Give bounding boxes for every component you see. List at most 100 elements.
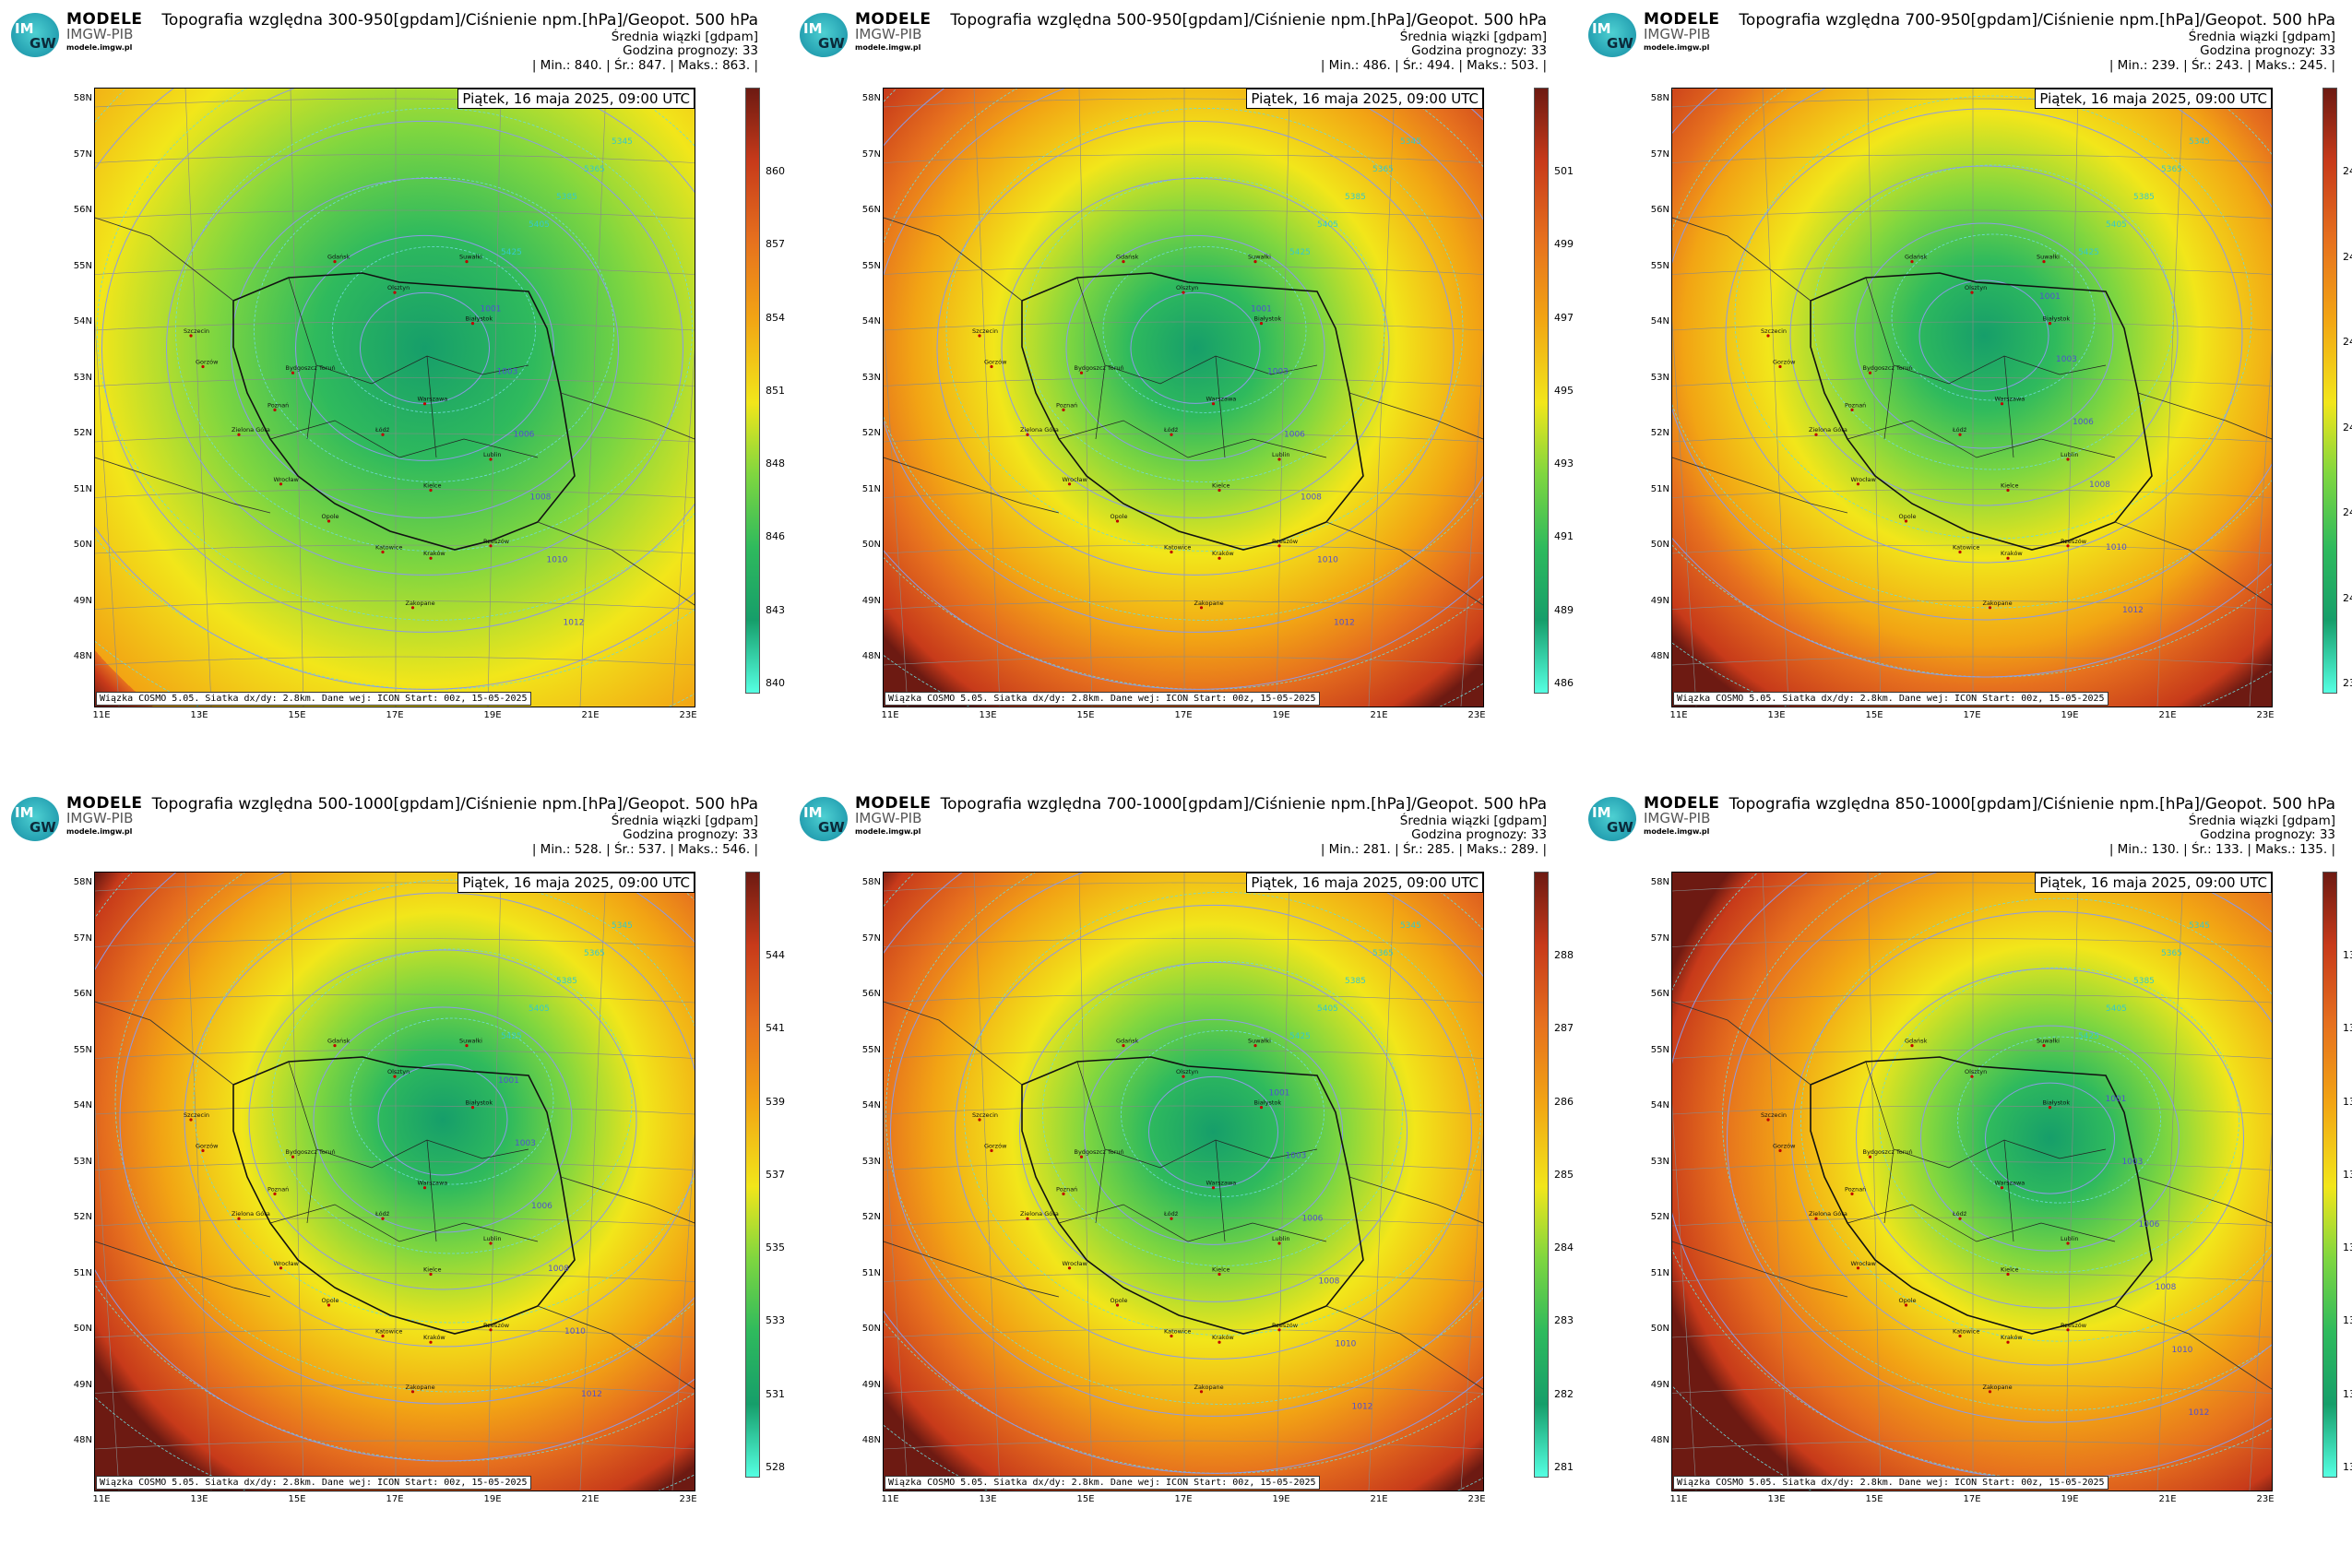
isobar-label: 1008	[548, 1265, 569, 1274]
isobar-line	[101, 89, 695, 633]
latitude-tick-label: 48N	[1650, 651, 1669, 661]
field-fill	[95, 873, 695, 1491]
geopotential-line	[1891, 233, 2096, 401]
latitude-line	[1672, 433, 2272, 443]
colorbar	[2322, 872, 2337, 1478]
latitude-line	[1672, 600, 2272, 610]
logo-site-link[interactable]: modele.imgw.pl	[1644, 43, 1710, 52]
geopotential-line	[193, 879, 695, 1324]
latitude-line	[95, 209, 695, 220]
logo-badge-bottom: GW	[1607, 35, 1633, 52]
city-label: Wrocław	[274, 1260, 300, 1267]
longitude-line	[2064, 873, 2079, 1491]
city-marker	[1277, 544, 1281, 548]
region-borders	[269, 1061, 539, 1242]
latitude-tick-label: 54N	[1650, 316, 1669, 327]
geopotential-line	[1879, 967, 2239, 1273]
colorbar-tick-label: 854	[766, 311, 785, 324]
latitude-line	[95, 377, 695, 386]
city-label: Szczecin	[1761, 327, 1787, 335]
geopotential-line	[1121, 1029, 1324, 1197]
isobar-label: 1006	[2073, 418, 2094, 427]
latitude-line	[884, 321, 1483, 331]
logo-site-link[interactable]: modele.imgw.pl	[855, 827, 921, 836]
imgw-logo: IM GW MODELE IMGW-PIB modele.imgw.pl	[1586, 791, 1743, 843]
city-label: Białystok	[466, 1099, 493, 1107]
city-marker	[2066, 457, 2070, 461]
logo-site-link[interactable]: modele.imgw.pl	[855, 43, 921, 52]
colorbar-tick-label: 239	[2343, 677, 2352, 689]
city-marker	[2042, 260, 2046, 264]
valid-time-label: Piątek, 16 maja 2025, 09:00 UTC	[1246, 873, 1483, 893]
city-marker	[489, 1328, 493, 1332]
city-marker	[470, 1106, 475, 1110]
city-marker	[1062, 1192, 1065, 1195]
geopotential-label: 5345	[2189, 137, 2210, 147]
longitude-line	[1078, 873, 1093, 1491]
model-info-footer: Wiązka COSMO 5.05. Siatka dx/dy: 2.8km. …	[1673, 692, 2108, 706]
city-label: Suwałki	[459, 1038, 482, 1045]
longitude-tick-label: 13E	[190, 710, 208, 720]
latitude-line	[1672, 1440, 2272, 1450]
city-label: Kraków	[423, 1334, 445, 1341]
stat-avg: 537.	[637, 842, 667, 857]
latitude-tick-label: 55N	[73, 1044, 92, 1055]
geopotential-line	[1042, 960, 1403, 1266]
stat-min: 281.	[1362, 842, 1391, 857]
logo-badge-top: IM	[1592, 20, 1611, 37]
city-marker	[1199, 606, 1204, 610]
geopotential-line	[350, 1017, 554, 1185]
geopotential-label: 5345	[2189, 921, 2210, 931]
city-label: Wrocław	[1851, 1260, 1877, 1267]
isobar-line	[119, 873, 695, 1405]
city-marker	[327, 1303, 331, 1307]
city-marker	[1970, 1075, 1974, 1078]
city-marker	[1814, 1217, 1818, 1220]
logo-site-link[interactable]: modele.imgw.pl	[66, 827, 133, 836]
geopotential-label: 5405	[2106, 220, 2127, 230]
longitude-tick-label: 15E	[1865, 710, 1883, 720]
latitude-line	[884, 489, 1483, 498]
isobar-label: 1008	[1301, 493, 1322, 502]
isobar-line	[1854, 222, 2114, 449]
latitude-tick-label: 48N	[1650, 1435, 1669, 1445]
latitude-line	[1672, 993, 2272, 1004]
logo-site-link[interactable]: modele.imgw.pl	[66, 43, 133, 52]
isobar-line	[1856, 968, 2244, 1309]
city-label: Poznań	[1056, 1185, 1077, 1193]
latitude-line	[95, 1384, 695, 1394]
colorbar-tick-label: 531	[766, 1387, 785, 1400]
colorbar-tick-label: 240	[2343, 591, 2352, 604]
latitude-tick-label: 55N	[73, 260, 92, 271]
city-marker	[1122, 260, 1125, 264]
isobar-line	[890, 873, 1483, 1417]
isobar-label: 1006	[514, 430, 535, 439]
latitude-tick-label: 53N	[73, 1156, 92, 1167]
city-label: Wrocław	[1063, 476, 1088, 483]
panel-title: Topografia względna 300-950[gpdam]/Ciśni…	[161, 11, 758, 30]
panel-title: Topografia względna 500-950[gpdam]/Ciśni…	[950, 11, 1547, 30]
colorbar-tick-label: 535	[766, 1241, 785, 1254]
longitude-tick-label: 13E	[190, 1494, 208, 1504]
stats-line: | Min.: 239. | Śr.: 243. | Maks.: 245. |	[2109, 58, 2335, 73]
model-info-footer: Wiązka COSMO 5.05. Siatka dx/dy: 2.8km. …	[885, 1476, 1320, 1490]
valid-time-label: Piątek, 16 maja 2025, 09:00 UTC	[2035, 89, 2272, 109]
isobar-label: 1006	[1284, 430, 1305, 439]
city-marker	[1253, 260, 1257, 264]
city-label: Suwałki	[1248, 1038, 1271, 1045]
stat-avg: 494.	[1426, 58, 1455, 73]
colorbar-tick-label: 501	[1554, 165, 1574, 177]
longitude-tick-label: 19E	[1272, 1494, 1290, 1504]
latitude-line	[95, 489, 695, 498]
city-marker	[1170, 1334, 1173, 1338]
city-marker	[327, 519, 331, 523]
latitude-line	[95, 1105, 695, 1115]
logo-modele-text: MODELE	[66, 794, 143, 813]
stats-line: | Min.: 130. | Śr.: 133. | Maks.: 135. |	[2109, 842, 2335, 857]
neighbour-borders	[95, 217, 695, 606]
city-label: Szczecin	[184, 327, 209, 335]
city-label: Kielce	[2001, 482, 2018, 490]
city-marker	[1277, 457, 1281, 461]
logo-site-link[interactable]: modele.imgw.pl	[1644, 827, 1710, 836]
city-marker	[1115, 519, 1120, 523]
